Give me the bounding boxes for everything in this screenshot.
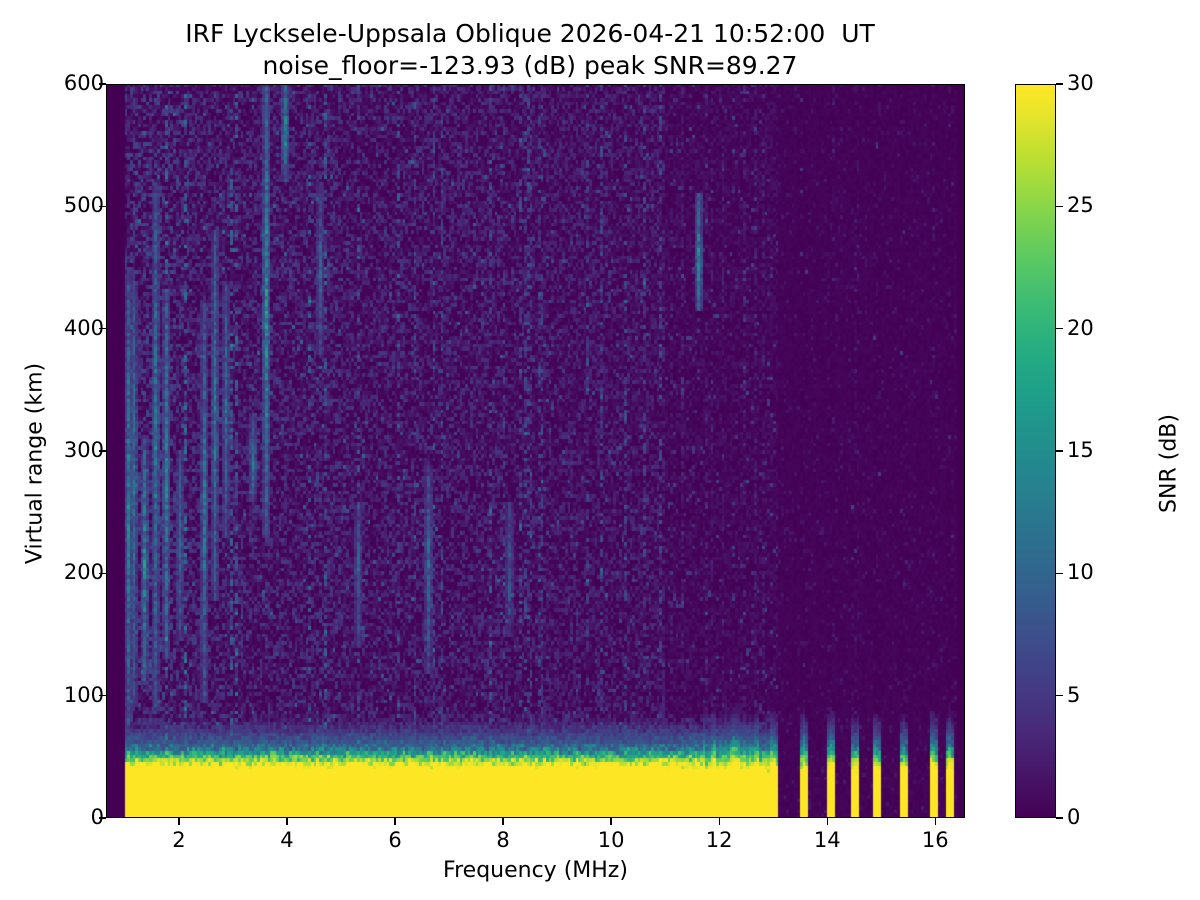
y-tick-mark [99,695,106,697]
y-tick-label: 500 [63,193,104,218]
colorbar-tick-label: 15 [1067,438,1094,462]
x-tick-mark [610,818,612,825]
y-tick-mark [99,817,106,819]
y-tick-label: 400 [63,315,104,340]
colorbar-tick-mark [1056,83,1063,85]
colorbar-tick-mark [1056,205,1063,207]
colorbar-tick-mark [1056,450,1063,452]
ionogram-heatmap[interactable] [107,85,964,817]
x-tick-label: 10 [597,828,625,852]
x-tick-label: 4 [280,828,294,852]
y-tick-mark [99,450,106,452]
plot-area[interactable] [106,84,965,818]
y-tick-label: 600 [63,71,104,95]
y-tick-label: 200 [63,560,104,585]
x-tick-mark [286,818,288,825]
colorbar-tick-label: 20 [1067,315,1094,340]
y-tick-mark [99,83,106,85]
colorbar-tick-mark [1056,328,1063,330]
colorbar-gradient [1016,85,1055,817]
colorbar-tick-label: 10 [1067,560,1094,585]
x-tick-label: 2 [172,828,186,852]
x-tick-mark [502,818,504,825]
y-tick-mark [99,572,106,574]
figure-title: IRF Lycksele-Uppsala Oblique 2026-04-21 … [0,18,1060,81]
x-tick-mark [934,818,936,825]
colorbar-tick-mark [1056,695,1063,697]
x-tick-mark [178,818,180,825]
y-tick-label: 100 [63,682,104,707]
colorbar-tick-label: 5 [1067,682,1081,707]
colorbar-label: SNR (dB) [1156,414,1182,513]
colorbar-tick-label: 0 [1067,805,1081,829]
y-tick-label: 0 [90,805,104,829]
x-tick-mark [826,818,828,825]
x-tick-mark [718,818,720,825]
x-tick-label: 6 [388,828,402,852]
title-line-2: noise_floor=-123.93 (dB) peak SNR=89.27 [262,50,798,80]
colorbar-tick-label: 30 [1067,71,1094,95]
colorbar[interactable] [1015,84,1056,818]
colorbar-tick-label: 25 [1067,193,1094,218]
y-tick-mark [99,205,106,207]
x-tick-label: 12 [705,828,733,852]
y-tick-label: 300 [63,438,104,462]
y-tick-mark [99,328,106,330]
x-tick-label: 8 [496,828,510,852]
colorbar-tick-mark [1056,572,1063,574]
colorbar-tick-mark [1056,817,1063,819]
title-line-1: IRF Lycksele-Uppsala Oblique 2026-04-21 … [185,19,875,48]
x-axis-label: Frequency (MHz) [443,858,628,883]
x-tick-label: 14 [813,828,841,852]
x-tick-mark [394,818,396,825]
y-axis-label: Virtual range (km) [22,362,48,565]
x-tick-label: 16 [921,828,949,852]
